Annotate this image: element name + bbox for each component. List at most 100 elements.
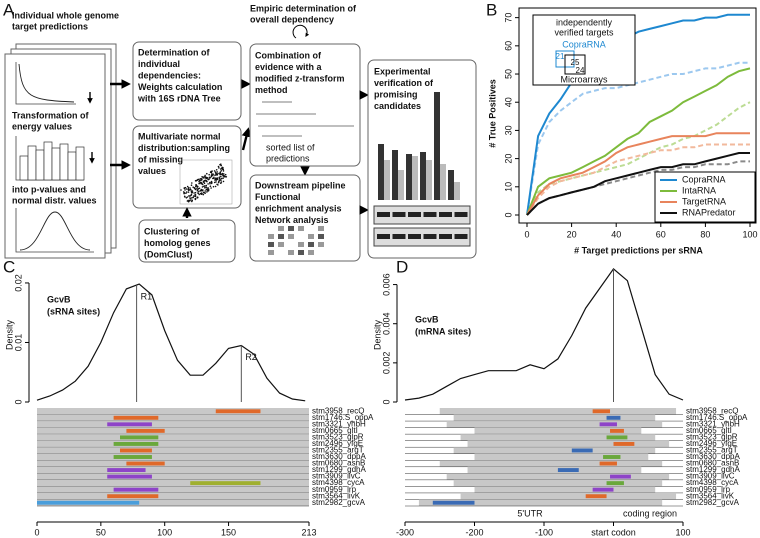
network-node bbox=[308, 234, 314, 239]
scatter-dot bbox=[204, 190, 206, 192]
step-text: into p-values and bbox=[12, 184, 86, 194]
network-node bbox=[298, 242, 304, 247]
scatter-dot bbox=[197, 178, 200, 181]
scatter-dot bbox=[220, 177, 223, 180]
hist-bar bbox=[59, 143, 69, 181]
inset-micro: Microarrays bbox=[560, 74, 608, 84]
site bbox=[592, 409, 611, 414]
site bbox=[610, 428, 624, 433]
gel-band bbox=[423, 234, 437, 239]
scatter-dot bbox=[206, 177, 209, 179]
bar-dark bbox=[406, 154, 412, 200]
scatter-dot bbox=[225, 176, 228, 178]
box-text: candidates bbox=[374, 101, 421, 111]
gene-label: stm0665_gltI bbox=[686, 426, 732, 435]
scatter-dot bbox=[220, 164, 222, 167]
mini-axis bbox=[15, 208, 94, 253]
network-node bbox=[268, 242, 274, 247]
legend-label: CopraRNA bbox=[682, 174, 726, 184]
scatter-dot bbox=[220, 175, 222, 178]
site bbox=[120, 435, 159, 440]
hist-bar bbox=[35, 149, 45, 181]
scatter-dot bbox=[218, 172, 220, 175]
panel-label: C bbox=[3, 257, 15, 276]
gene-label: stm1299_gdhA bbox=[686, 465, 740, 474]
box-text: Determination of bbox=[138, 47, 211, 57]
scatter-dot bbox=[214, 171, 217, 173]
gene-label: stm3958_recQ bbox=[686, 406, 738, 415]
site bbox=[606, 435, 628, 440]
gel-band bbox=[377, 234, 390, 239]
hist-bar bbox=[51, 147, 61, 181]
network-node bbox=[318, 234, 324, 239]
scatter-dot bbox=[186, 185, 189, 188]
y-tick-label: 0.006 bbox=[381, 273, 391, 296]
scatter-dot bbox=[207, 178, 209, 181]
box-text: enrichment analysis bbox=[255, 203, 342, 213]
scatter-dot bbox=[199, 178, 202, 180]
scatter-dot bbox=[198, 180, 200, 183]
scatter-dot bbox=[212, 177, 214, 180]
gel bbox=[373, 205, 471, 225]
x-tick-label: -200 bbox=[465, 527, 483, 537]
gene-range bbox=[474, 453, 649, 461]
y-tick-label: 50 bbox=[503, 69, 513, 79]
gene-label: stm1746.S_oppA bbox=[686, 413, 748, 422]
site bbox=[113, 455, 152, 459]
scatter-dot bbox=[208, 173, 210, 176]
gene-row bbox=[37, 499, 309, 506]
peak-label: R1 bbox=[141, 291, 153, 301]
y-tick-label: 0.02 bbox=[13, 274, 23, 292]
scatter-dot bbox=[189, 187, 191, 189]
scatter-dot bbox=[191, 197, 193, 199]
gene-label: stm0680_asnB bbox=[312, 459, 365, 468]
bar-light bbox=[426, 160, 432, 200]
site bbox=[107, 474, 152, 479]
gene-label: stm3523_glpR bbox=[686, 433, 738, 442]
scatter-dot bbox=[183, 187, 186, 189]
gene-range bbox=[453, 447, 656, 454]
box bbox=[132, 41, 242, 121]
gene-label: stm0680_asnB bbox=[686, 459, 739, 468]
scatter-dot bbox=[190, 184, 193, 186]
scatter-dot bbox=[189, 188, 192, 191]
box-text: predictions bbox=[266, 153, 310, 163]
gene-label: stm3958_recQ bbox=[312, 406, 364, 415]
box-text: of missing bbox=[138, 154, 183, 164]
site bbox=[107, 422, 152, 427]
scatter-dot bbox=[219, 163, 221, 166]
x-tick-label: 100 bbox=[157, 527, 172, 537]
scatter-dot bbox=[208, 176, 211, 179]
panel-label: B bbox=[486, 0, 497, 19]
gene-label: stm2355_argT bbox=[312, 446, 364, 455]
gene-row bbox=[37, 408, 309, 415]
network-node bbox=[288, 234, 294, 239]
box-text: Weights calculation bbox=[138, 82, 222, 92]
gene-label: stm2355_argT bbox=[686, 446, 738, 455]
gene-label: stm2982_gcvA bbox=[312, 498, 366, 507]
network-node bbox=[278, 234, 284, 239]
gene-row bbox=[37, 466, 309, 474]
bar-light bbox=[412, 156, 418, 200]
scatter-dot bbox=[211, 173, 213, 175]
box-text: values bbox=[138, 166, 166, 176]
step-text: energy values bbox=[12, 121, 72, 131]
scatter-dot bbox=[189, 195, 192, 197]
network-node bbox=[268, 234, 274, 239]
y-tick-label: 0 bbox=[13, 399, 23, 404]
x-tick-label: 150 bbox=[221, 527, 236, 537]
x-tick-label: 80 bbox=[700, 229, 710, 239]
gel-band bbox=[392, 212, 406, 217]
gene-label: stm3564_livK bbox=[312, 491, 361, 500]
site bbox=[126, 428, 165, 433]
arrow bbox=[241, 127, 252, 151]
y-tick-label: 0.002 bbox=[381, 352, 391, 375]
scatter-dot bbox=[187, 199, 189, 202]
heading-text: Empiric determination of bbox=[250, 3, 357, 13]
scatter-dot bbox=[194, 188, 197, 190]
scatter-dot bbox=[218, 177, 221, 180]
scatter-dot bbox=[192, 186, 194, 188]
gene-range bbox=[439, 408, 677, 415]
y-axis-title: Density bbox=[372, 319, 382, 350]
